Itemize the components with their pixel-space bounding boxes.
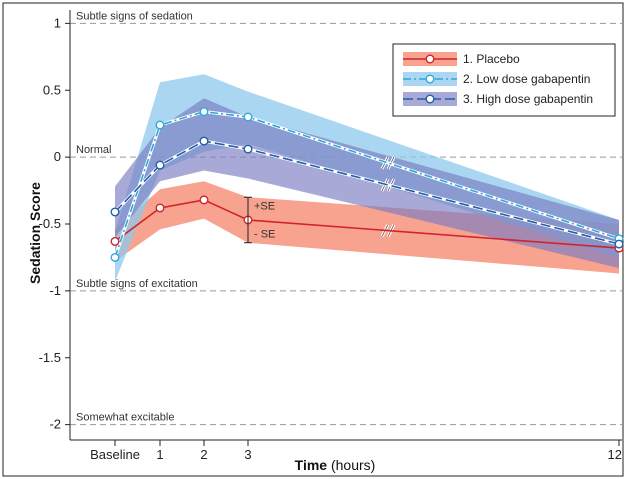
legend-label-placebo: 1. Placebo [463, 52, 520, 66]
se-bands [115, 74, 619, 282]
legend: 1. Placebo 2. Low dose gabapentin 3. High … [392, 43, 616, 117]
reference-label-1: Normal [76, 144, 111, 156]
data-point-low-2 [199, 107, 209, 117]
x-tick-label-3: 3 [244, 447, 251, 462]
se-annotation: +SE - SE [244, 196, 275, 244]
y-tick-label-2: 0 [54, 149, 61, 164]
data-point-high-4 [614, 239, 624, 249]
data-point-high-3 [243, 144, 253, 154]
y-tick-label-0: 1 [54, 15, 61, 30]
x-tick-label-4: 12 [608, 447, 622, 462]
reference-label-0: Subtle signs of sedation [76, 10, 193, 22]
x-axis-title-bold: Time [295, 457, 328, 473]
legend-label-low: 2. Low dose gabapentin [463, 72, 590, 86]
y-axis-title: Sedation Score [27, 182, 43, 284]
legend-marker-placebo [425, 54, 435, 64]
data-points [110, 107, 624, 262]
data-point-placebo-1 [155, 203, 165, 213]
reference-label-2: Subtle signs of excitation [76, 278, 198, 290]
y-tick-label-6: -2 [49, 417, 61, 432]
legend-marker-high [425, 94, 435, 104]
data-point-placebo-0 [110, 236, 120, 246]
data-point-low-1 [155, 120, 165, 130]
se-lower-label: - SE [254, 229, 275, 241]
y-tick-label-5: -1.5 [39, 350, 61, 365]
reference-label-3: Somewhat excitable [76, 412, 174, 424]
data-point-low-0 [110, 252, 120, 262]
y-tick-label-1: 0.5 [43, 82, 61, 97]
se-band-placebo [115, 181, 619, 274]
x-tick-label-0: Baseline [90, 447, 140, 462]
y-tick-label-3: -0.5 [39, 216, 61, 231]
data-point-low-3 [243, 112, 253, 122]
x-axis-title-unit: (hours) [327, 457, 375, 473]
data-point-placebo-2 [199, 195, 209, 205]
y-tick-label-4: -1 [49, 283, 61, 298]
x-tick-label-1: 1 [156, 447, 163, 462]
se-band-high [115, 98, 619, 269]
x-axis-title: Time (hours) [295, 457, 376, 473]
se-upper-label: +SE [254, 200, 275, 212]
data-point-high-1 [155, 160, 165, 170]
data-point-high-0 [110, 207, 120, 217]
data-point-high-2 [199, 136, 209, 146]
legend-label-high: 3. High dose gabapentin [463, 92, 593, 106]
x-tick-label-2: 2 [200, 447, 207, 462]
legend-marker-low [425, 74, 435, 84]
